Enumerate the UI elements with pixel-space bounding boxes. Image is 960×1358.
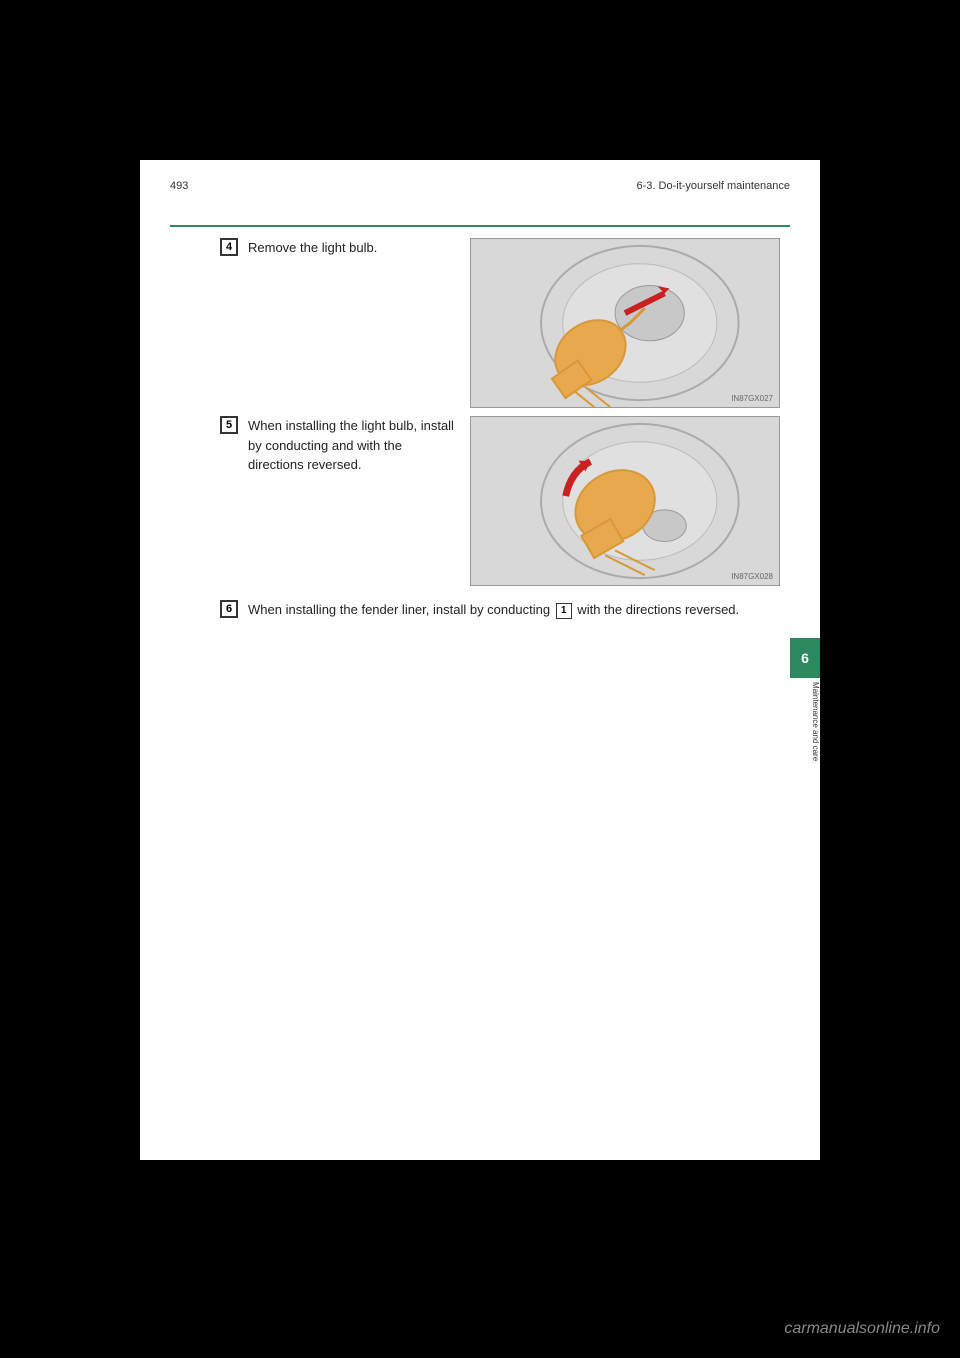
page-header: 493 6-3. Do-it-yourself maintenance [170, 180, 790, 192]
step-5-text: When installing the light bulb, install … [248, 416, 458, 475]
step-6-text: When installing the fender liner, instal… [248, 600, 768, 620]
section-title: 6-3. Do-it-yourself maintenance [637, 180, 790, 192]
step-4-text: Remove the light bulb. [248, 238, 458, 258]
step-number-5: 5 [222, 418, 236, 432]
chapter-label: Maintenance and care [790, 678, 820, 761]
step-number-box: 6 [220, 600, 238, 618]
image-label-5: IN87GX028 [731, 572, 773, 581]
chapter-tab: 6 [790, 638, 820, 678]
step-4-image: IN87GX027 [470, 238, 780, 408]
bulb-install-diagram [471, 417, 779, 585]
step-ref-1: 1 [556, 603, 572, 619]
page-number: 493 [170, 180, 188, 192]
header-divider [170, 225, 790, 227]
step-number-4: 4 [222, 240, 236, 254]
step-number-box: 4 [220, 238, 238, 256]
step-number-6: 6 [222, 602, 236, 616]
step-number-box: 5 [220, 416, 238, 434]
watermark: carmanualsonline.info [784, 1320, 940, 1338]
image-label-4: IN87GX027 [731, 394, 773, 403]
bulb-removal-diagram [471, 239, 779, 407]
manual-page: 493 6-3. Do-it-yourself maintenance 4 Re… [140, 160, 820, 1160]
step-5-image: IN87GX028 [470, 416, 780, 586]
chapter-number: 6 [801, 650, 809, 666]
